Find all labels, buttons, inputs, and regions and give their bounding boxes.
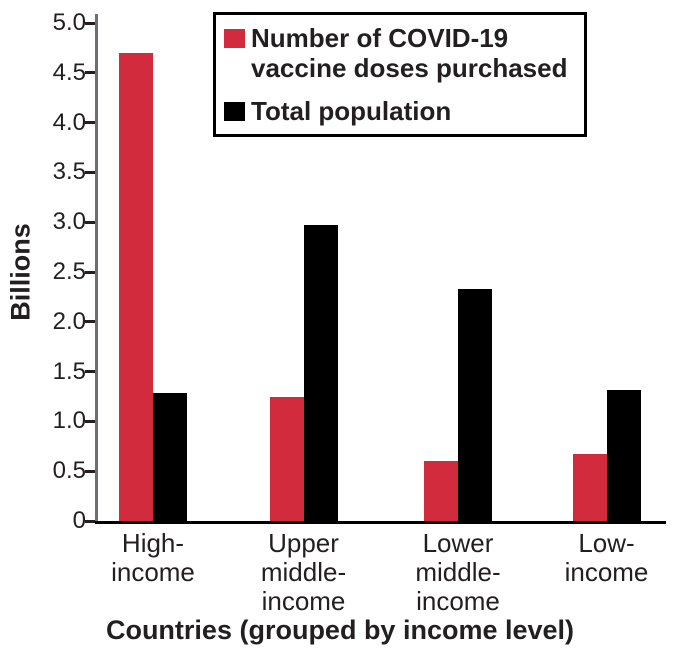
- legend-item-population: Total population: [224, 96, 576, 126]
- y-tick-label-3.5: 3.5: [52, 158, 86, 186]
- y-tick-label-1.5: 1.5: [52, 357, 86, 385]
- y-axis-line: [95, 14, 98, 523]
- y-tick-mark-4.5: [85, 71, 97, 75]
- y-tick-label-4.0: 4.0: [52, 108, 86, 136]
- x-axis-line: [95, 521, 666, 524]
- y-tick-label-3.0: 3.0: [52, 208, 86, 236]
- x-category-label-upper-middle-income: Upper middle- income: [260, 528, 347, 616]
- y-tick-mark-5.0: [85, 21, 97, 25]
- y-tick-mark-2.0: [85, 320, 97, 324]
- legend-label-doses: Number of COVID-19 vaccine doses purchas…: [251, 23, 568, 83]
- legend-item-doses: Number of COVID-19 vaccine doses purchas…: [224, 23, 576, 83]
- bar-doses-high-income: [119, 52, 153, 521]
- y-tick-mark-0.5: [85, 469, 97, 473]
- y-tick-mark-1.5: [85, 370, 97, 374]
- bar-population-low-income: [606, 389, 641, 521]
- bar-doses-low-income: [572, 454, 607, 521]
- y-tick-label-2.0: 2.0: [52, 307, 86, 335]
- legend-label-population: Total population: [251, 96, 452, 126]
- x-category-label-high-income: High- income: [111, 528, 195, 587]
- y-tick-label-5.0: 5.0: [52, 9, 86, 36]
- y-tick-mark-3.0: [85, 220, 97, 224]
- y-tick-mark-4.0: [85, 121, 97, 125]
- x-axis-title: Countries (grouped by income level): [105, 615, 575, 645]
- y-tick-mark-3.5: [85, 170, 97, 174]
- y-tick-label-1.0: 1.0: [52, 407, 86, 435]
- y-tick-label-2.5: 2.5: [52, 258, 86, 285]
- y-tick-label-0: 0: [72, 507, 86, 534]
- y-tick-mark-1.0: [85, 419, 97, 423]
- doses-legend-swatch: [224, 29, 245, 48]
- population-legend-swatch: [224, 102, 245, 121]
- bar-population-lower-middle-income: [458, 288, 492, 521]
- y-tick-mark-0: [85, 519, 97, 523]
- x-category-label-low-income: Low- income: [564, 528, 649, 587]
- y-tick-label-0.5: 0.5: [52, 457, 86, 485]
- bar-doses-upper-middle-income: [269, 397, 304, 521]
- legend: Number of COVID-19 vaccine doses purchas…: [213, 12, 587, 137]
- bar-doses-lower-middle-income: [424, 461, 458, 521]
- y-tick-mark-2.5: [85, 270, 97, 274]
- bar-population-high-income: [153, 392, 187, 521]
- y-tick-label-4.5: 4.5: [52, 58, 86, 86]
- bar-population-upper-middle-income: [303, 225, 338, 521]
- x-category-label-lower-middle-income: Lower middle- income: [415, 528, 501, 616]
